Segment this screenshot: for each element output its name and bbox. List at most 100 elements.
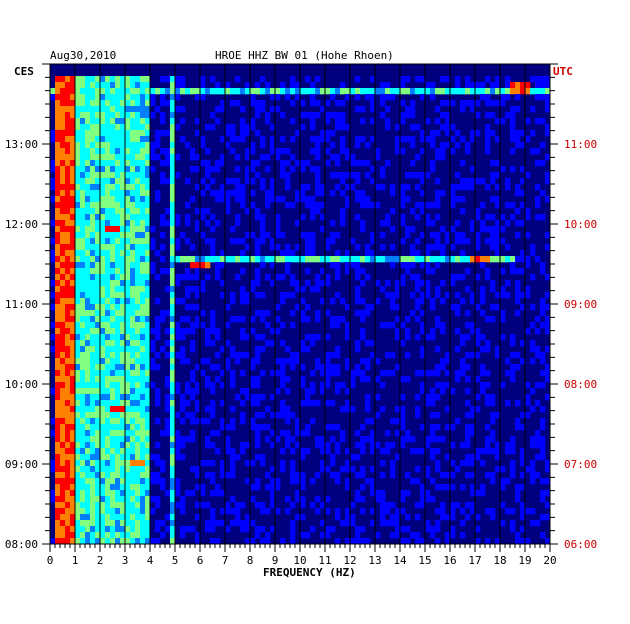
heat-cell bbox=[145, 340, 151, 347]
heat-cell bbox=[415, 124, 421, 131]
heat-cell bbox=[80, 148, 86, 155]
heat-cell bbox=[490, 448, 496, 455]
heat-cell bbox=[85, 442, 91, 449]
heat-cell bbox=[195, 220, 201, 227]
heat-cell bbox=[485, 340, 491, 347]
heat-cell bbox=[110, 430, 116, 437]
heat-cell bbox=[155, 142, 161, 149]
heat-cell bbox=[115, 268, 121, 275]
heat-cell bbox=[115, 274, 121, 281]
heat-cell bbox=[150, 340, 156, 347]
heat-cell bbox=[205, 172, 211, 179]
heat-cell bbox=[60, 286, 66, 293]
y-left-tick-label: 12:00 bbox=[5, 218, 38, 231]
heat-cell bbox=[65, 244, 71, 251]
heat-cell bbox=[85, 82, 91, 89]
heat-cell bbox=[100, 376, 106, 383]
heat-cell bbox=[100, 100, 106, 107]
heat-cell bbox=[130, 400, 136, 407]
heat-cell bbox=[425, 394, 431, 401]
heat-cell bbox=[285, 406, 291, 413]
heat-cell bbox=[490, 238, 496, 245]
heat-cell bbox=[135, 466, 141, 473]
heat-cell bbox=[215, 256, 221, 263]
heat-cell bbox=[235, 514, 241, 521]
heat-cell bbox=[325, 400, 331, 407]
heat-cell bbox=[210, 382, 216, 389]
heat-cell bbox=[100, 232, 106, 239]
heat-cell bbox=[95, 142, 101, 149]
heat-cell bbox=[75, 322, 81, 329]
heat-cell bbox=[95, 388, 101, 395]
heat-cell bbox=[80, 244, 86, 251]
heat-cell bbox=[115, 166, 121, 173]
heat-cell bbox=[95, 436, 101, 443]
heat-cell bbox=[525, 118, 531, 125]
heat-cell bbox=[460, 160, 466, 167]
heat-cell bbox=[450, 532, 456, 539]
heat-cell bbox=[335, 448, 341, 455]
heat-cell bbox=[135, 316, 141, 323]
heat-cell bbox=[520, 454, 526, 461]
heat-cell bbox=[545, 100, 551, 107]
heat-cell bbox=[240, 334, 246, 341]
heat-cell bbox=[60, 238, 66, 245]
heat-cell bbox=[390, 460, 396, 467]
heat-cell bbox=[390, 190, 396, 197]
heat-cell bbox=[135, 226, 141, 233]
heat-cell bbox=[355, 370, 361, 377]
heat-cell bbox=[275, 274, 281, 281]
heat-cell bbox=[65, 82, 71, 89]
heat-cell bbox=[475, 244, 481, 251]
heat-cell bbox=[340, 406, 346, 413]
heat-cell bbox=[440, 502, 446, 509]
heat-cell bbox=[125, 208, 131, 215]
heat-cell bbox=[50, 304, 56, 311]
heat-cell bbox=[485, 256, 491, 263]
heat-cell bbox=[70, 520, 76, 527]
heat-cell bbox=[500, 334, 506, 341]
heat-cell bbox=[450, 196, 456, 203]
heat-cell bbox=[445, 454, 451, 461]
heat-cell bbox=[80, 208, 86, 215]
heat-cell bbox=[140, 232, 146, 239]
heat-cell bbox=[60, 160, 66, 167]
heat-cell bbox=[90, 190, 96, 197]
heat-cell bbox=[75, 454, 81, 461]
heat-cell bbox=[345, 250, 351, 257]
heat-cell bbox=[185, 292, 191, 299]
heat-cell bbox=[310, 238, 316, 245]
heat-cell bbox=[240, 238, 246, 245]
heat-cell bbox=[135, 238, 141, 245]
heat-cell bbox=[170, 508, 176, 515]
heat-cell bbox=[120, 460, 126, 467]
heat-cell bbox=[150, 454, 156, 461]
heat-cell bbox=[410, 244, 416, 251]
heat-cell bbox=[160, 520, 166, 527]
heat-cell bbox=[145, 136, 151, 143]
heat-cell bbox=[300, 298, 306, 305]
heat-cell bbox=[135, 412, 141, 419]
heat-cell bbox=[145, 352, 151, 359]
heat-cell bbox=[525, 466, 531, 473]
heat-cell bbox=[475, 340, 481, 347]
heat-cell bbox=[300, 310, 306, 317]
heat-cell bbox=[205, 340, 211, 347]
heat-cell bbox=[115, 406, 121, 413]
heat-cell bbox=[465, 100, 471, 107]
heat-cell bbox=[335, 112, 341, 119]
heat-cell bbox=[145, 358, 151, 365]
heat-cell bbox=[320, 214, 326, 221]
heat-cell bbox=[70, 352, 76, 359]
heat-cell bbox=[290, 136, 296, 143]
heat-cell bbox=[380, 322, 386, 329]
heat-cell bbox=[105, 94, 111, 101]
heat-cell bbox=[125, 220, 131, 227]
heat-cell bbox=[400, 202, 406, 209]
heat-cell bbox=[215, 196, 221, 203]
heat-cell bbox=[500, 382, 506, 389]
heat-cell bbox=[370, 448, 376, 455]
heat-cell bbox=[495, 352, 501, 359]
heat-cell bbox=[70, 400, 76, 407]
heat-cell bbox=[210, 412, 216, 419]
